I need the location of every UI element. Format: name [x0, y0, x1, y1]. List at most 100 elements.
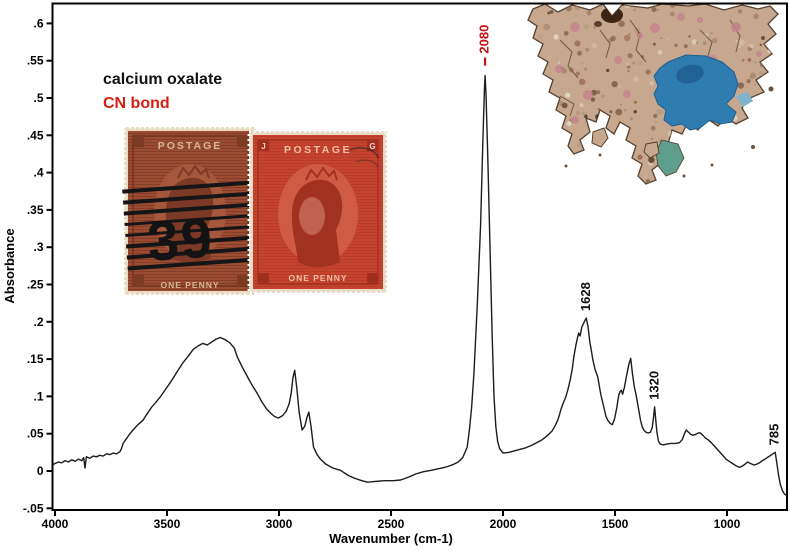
- texture-speck: [581, 61, 584, 65]
- crack-line: [599, 29, 611, 59]
- texture-speck: [574, 15, 577, 17]
- texture-speck: [667, 180, 670, 183]
- y-tick-label: .55: [27, 54, 44, 68]
- texture-speck: [645, 69, 651, 75]
- stamp-right: J G POSTAGE ONE PENNY: [247, 129, 389, 295]
- texture-speck: [660, 37, 663, 40]
- texture-speck: [595, 182, 601, 184]
- texture-speck: [609, 140, 614, 146]
- texture-speck: [553, 34, 559, 40]
- texture-speck: [749, 72, 756, 79]
- stamp-left-penny-text: ONE PENNY: [160, 280, 219, 290]
- texture-speck: [764, 165, 768, 170]
- pink-inclusion: [756, 51, 762, 57]
- annotation-cn-bond: CN bond: [103, 95, 170, 112]
- texture-speck: [702, 146, 709, 153]
- texture-speck: [607, 4, 610, 7]
- texture-speck: [651, 7, 657, 12]
- texture-speck: [590, 152, 595, 156]
- texture-speck: [656, 8, 659, 12]
- satellite-fragment: [643, 141, 660, 159]
- pink-inclusion: [650, 23, 660, 33]
- texture-speck: [532, 83, 538, 90]
- pink-inclusion: [571, 116, 579, 124]
- texture-speck: [659, 184, 661, 186]
- texture-speck: [528, 135, 529, 141]
- blue-stain-region: [653, 54, 739, 131]
- fragment-speck: [768, 86, 774, 92]
- texture-speck: [585, 47, 590, 52]
- texture-speck: [702, 41, 707, 45]
- texture-speck: [610, 161, 617, 168]
- postmark-number: 39: [145, 205, 216, 272]
- texture-speck: [532, 147, 535, 150]
- texture-speck: [628, 33, 631, 35]
- texture-speck: [619, 103, 622, 106]
- x-tick-label: 2000: [490, 517, 517, 531]
- texture-speck: [585, 147, 588, 150]
- texture-speck: [522, 151, 528, 157]
- texture-speck: [592, 177, 599, 184]
- texture-speck: [650, 137, 653, 140]
- texture-speck: [775, 44, 778, 52]
- texture-speck: [713, 132, 716, 135]
- texture-speck: [738, 45, 741, 48]
- texture-speck: [637, 154, 643, 160]
- texture-speck: [575, 71, 580, 76]
- y-tick-label: .35: [27, 203, 44, 217]
- stamp-left-postage-text: POSTAGE: [158, 140, 223, 152]
- texture-speck: [682, 166, 689, 173]
- texture-speck: [779, 134, 783, 138]
- texture-speck: [774, 152, 778, 157]
- pink-inclusion: [731, 22, 741, 32]
- pink-inclusion: [614, 56, 622, 64]
- x-tick-label: 3500: [154, 517, 181, 531]
- texture-speck: [770, 151, 773, 154]
- texture-speck: [626, 64, 631, 69]
- texture-speck: [674, 43, 678, 47]
- texture-speck: [778, 107, 780, 109]
- texture-speck: [545, 104, 548, 107]
- texture-speck: [528, 143, 531, 146]
- texture-speck: [618, 85, 621, 88]
- face-highlight: [299, 197, 325, 235]
- stamp-left-corner-ornament: [237, 136, 248, 147]
- fragment-speck: [761, 36, 765, 40]
- cancel-smudge: [355, 159, 379, 168]
- pink-inclusion: [570, 22, 580, 32]
- texture-speck: [627, 145, 633, 151]
- texture-speck: [701, 151, 706, 156]
- texture-speck: [710, 31, 713, 35]
- texture-speck: [543, 23, 550, 31]
- texture-speck: [746, 145, 751, 150]
- texture-speck: [627, 53, 633, 59]
- annotation-calcium-oxalate: calcium oxalate: [103, 71, 222, 88]
- texture-speck: [632, 61, 636, 65]
- x-axis-title: Wavenumber (cm-1): [329, 531, 453, 546]
- satellite-fragment: [591, 127, 609, 148]
- texture-speck: [770, 180, 777, 184]
- check-letter-G: G: [369, 142, 375, 151]
- texture-speck: [704, 32, 709, 38]
- texture-speck: [609, 110, 613, 114]
- texture-speck: [698, 169, 705, 177]
- texture-speck: [639, 7, 641, 10]
- crown-outline: [305, 166, 338, 181]
- y-tick-label: .4: [33, 166, 43, 180]
- texture-speck: [574, 40, 581, 47]
- micrograph-inset: [522, 3, 783, 186]
- texture-speck: [630, 117, 633, 120]
- texture-speck: [685, 183, 691, 184]
- texture-speck: [620, 154, 625, 160]
- texture-speck: [704, 130, 708, 134]
- fragment-speck: [598, 153, 602, 157]
- stamp-right-corner-box: [258, 273, 269, 284]
- texture-speck: [767, 132, 770, 135]
- texture-speck: [655, 108, 663, 116]
- texture-speck: [743, 154, 749, 160]
- texture-speck: [691, 39, 697, 45]
- texture-speck: [528, 39, 535, 46]
- texture-speck: [586, 10, 592, 16]
- stamp-left-corner-ornament: [237, 275, 248, 286]
- texture-speck: [590, 97, 596, 102]
